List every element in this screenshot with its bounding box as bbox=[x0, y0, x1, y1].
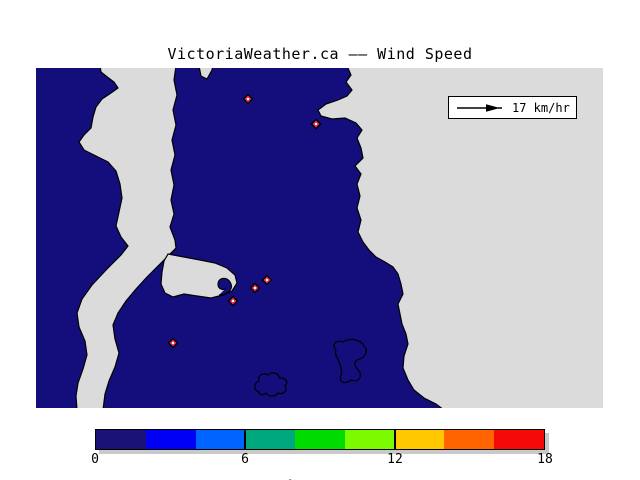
station-marker-center bbox=[171, 341, 175, 345]
wind-legend-label: 17 km/hr bbox=[512, 100, 570, 115]
saanich-inlet-water bbox=[75, 68, 178, 408]
colorbar-segment bbox=[245, 430, 296, 449]
colorbar-segment bbox=[96, 430, 146, 449]
colorbar-tick-line bbox=[394, 429, 396, 450]
wind-legend-box: 17 km/hr bbox=[448, 96, 577, 119]
haro-strait-water bbox=[317, 68, 603, 408]
large-lake-outline bbox=[333, 338, 367, 384]
station-marker-center bbox=[253, 286, 257, 290]
colorbar-tick-label: 12 bbox=[387, 452, 403, 467]
colorbar-segment bbox=[295, 430, 345, 449]
colorbar-segment bbox=[444, 430, 495, 449]
colorbar-tick-labels: 0 6 12 18 bbox=[0, 452, 640, 467]
colorbar-segment bbox=[394, 430, 445, 449]
wind-speed-colorbar bbox=[95, 429, 545, 450]
peninsula-notch-water bbox=[198, 68, 214, 80]
station-marker-center bbox=[314, 122, 318, 126]
colorbar-segment bbox=[494, 430, 545, 449]
colorbar-segment bbox=[344, 430, 395, 449]
colorbar-tick-label: 6 bbox=[241, 452, 249, 467]
small-lake-outline bbox=[254, 372, 288, 397]
station-markers bbox=[167, 93, 322, 349]
weather-map[interactable] bbox=[36, 68, 603, 408]
colorbar-tick-label: 18 bbox=[537, 452, 553, 467]
colorbar-segment bbox=[145, 430, 196, 449]
colorbar-units-line: km hr-12026/04/19 22:10 bbox=[0, 464, 640, 480]
page-title: VictoriaWeather.ca —— Wind Speed bbox=[167, 45, 473, 63]
colorbar-tick-line bbox=[244, 429, 246, 450]
bay-hook-spit bbox=[217, 277, 232, 296]
colorbar-segment bbox=[195, 430, 246, 449]
station-marker-center bbox=[246, 97, 250, 101]
station-marker-center bbox=[231, 299, 235, 303]
colorbar-tick-label: 0 bbox=[91, 452, 99, 467]
station-marker-center bbox=[265, 278, 269, 282]
wind-arrow-icon bbox=[457, 103, 502, 112]
